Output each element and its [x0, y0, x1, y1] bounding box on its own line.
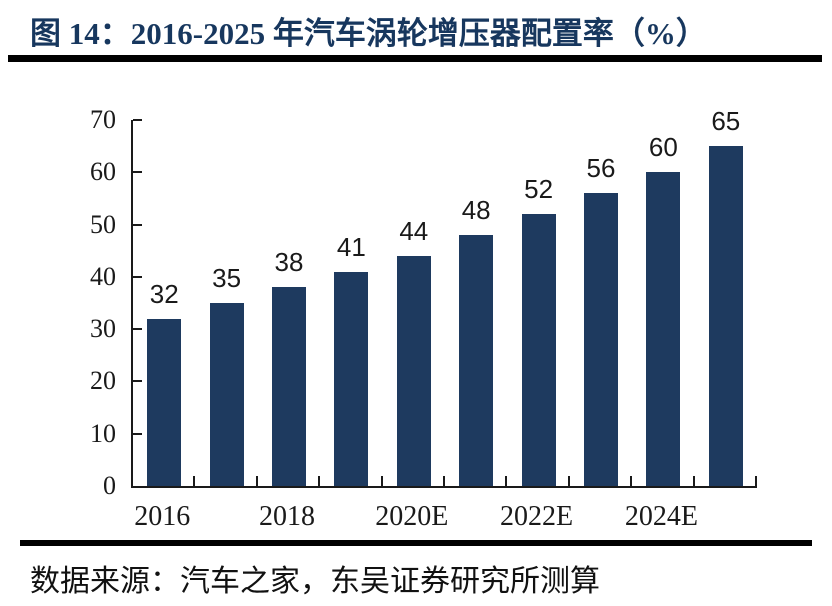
bar-chart: 0 10 20 30 40 50 60 70 32 35 38 41 44 48 52 56 60 65 201… — [0, 107, 832, 536]
bar — [459, 235, 494, 486]
y-axis-tick-label: 60 — [90, 157, 116, 187]
x-tick-mark — [567, 476, 570, 486]
y-tick-mark — [133, 275, 142, 278]
x-axis-tick-label: 2016 — [134, 501, 191, 532]
x-tick-mark — [505, 476, 508, 486]
y-tick-mark — [133, 432, 142, 435]
bar — [147, 318, 182, 486]
bar-value-label: 65 — [711, 106, 741, 137]
bar-value-label: 35 — [212, 263, 242, 293]
bar — [209, 303, 244, 486]
x-tick-mark — [255, 476, 258, 486]
bar-value-label: 32 — [149, 278, 179, 309]
y-axis-tick-label: 0 — [103, 471, 116, 500]
bar-value-label: 56 — [586, 153, 616, 184]
y-tick-mark — [133, 223, 142, 226]
bar-value-label: 60 — [648, 132, 678, 163]
top-divider — [8, 55, 822, 62]
y-axis-tick-label: 70 — [90, 105, 116, 134]
bar — [584, 193, 618, 486]
x-axis-tick-label: 2022E — [500, 501, 574, 532]
x-tick-mark — [630, 476, 633, 486]
bottom-divider — [20, 540, 812, 546]
y-axis-tick-label: 40 — [90, 261, 116, 291]
y-axis-tick-label: 20 — [90, 366, 116, 396]
bar-value-label: 52 — [524, 174, 554, 205]
x-axis-tick-label: 2024E — [624, 501, 698, 532]
bar — [521, 214, 556, 486]
x-tick-mark — [443, 476, 445, 486]
y-axis-labels: 0 10 20 30 40 50 60 70 — [0, 107, 116, 499]
y-axis-tick-label: 10 — [90, 418, 116, 448]
y-tick-mark — [133, 380, 142, 383]
bar — [708, 146, 743, 486]
plot-area: 32 35 38 41 44 48 52 56 60 65 — [131, 108, 757, 488]
bar — [646, 172, 681, 486]
x-axis-labels: 2016 2018 2020E 2022E 2024E — [0, 502, 832, 536]
x-tick-mark — [318, 476, 321, 486]
y-tick-mark — [133, 171, 142, 174]
bar-value-label: 48 — [461, 195, 491, 226]
y-tick-mark — [133, 119, 142, 121]
x-axis-tick-label: 2018 — [259, 501, 315, 532]
y-axis-tick-label: 30 — [90, 314, 116, 344]
y-axis-tick-label: 50 — [90, 209, 116, 239]
x-axis-tick-label: 2020E — [375, 501, 449, 532]
x-tick-mark — [380, 476, 383, 486]
bar-value-label: 38 — [274, 247, 304, 278]
data-source-note: 数据来源：汽车之家，东吴证券研究所测算 — [30, 565, 600, 598]
bar — [396, 255, 431, 486]
x-tick-mark — [193, 476, 196, 486]
bar — [272, 287, 306, 486]
bar — [334, 271, 369, 486]
bar-value-label: 41 — [336, 231, 366, 262]
y-tick-mark — [133, 328, 142, 331]
figure-title: 图 14：2016-2025 年汽车涡轮增压器配置率（%） — [30, 16, 707, 51]
bar-value-label: 44 — [399, 215, 429, 246]
x-tick-mark — [755, 476, 757, 486]
x-tick-mark — [692, 476, 695, 486]
